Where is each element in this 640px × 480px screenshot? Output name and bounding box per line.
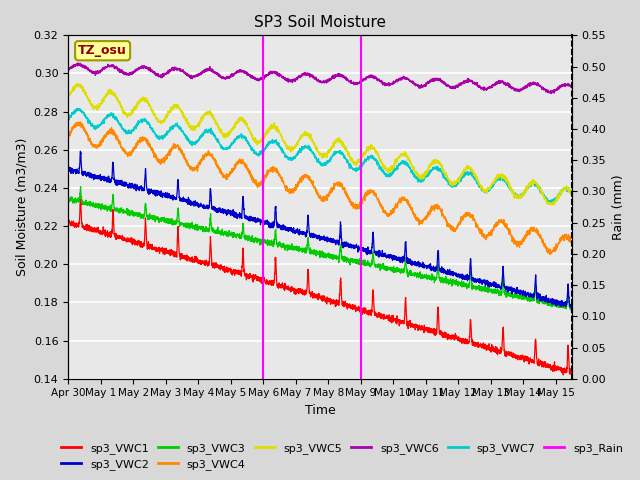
X-axis label: Time: Time [305, 404, 335, 417]
Y-axis label: Soil Moisture (m3/m3): Soil Moisture (m3/m3) [15, 138, 28, 276]
Legend: sp3_VWC1, sp3_VWC2, sp3_VWC3, sp3_VWC4, sp3_VWC5, sp3_VWC6, sp3_VWC7, sp3_Rain: sp3_VWC1, sp3_VWC2, sp3_VWC3, sp3_VWC4, … [57, 438, 628, 474]
Text: TZ_osu: TZ_osu [78, 44, 127, 57]
Title: SP3 Soil Moisture: SP3 Soil Moisture [254, 15, 386, 30]
Y-axis label: Rain (mm): Rain (mm) [612, 174, 625, 240]
